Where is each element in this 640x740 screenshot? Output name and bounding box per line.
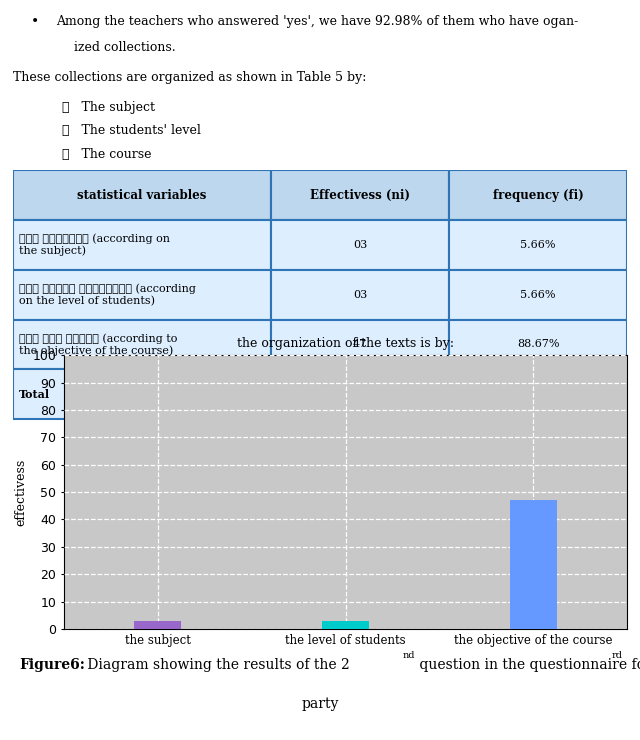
FancyBboxPatch shape [13, 270, 271, 320]
FancyBboxPatch shape [271, 369, 449, 419]
Text: 47: 47 [353, 340, 367, 349]
Title: the organization of the texts is by:: the organization of the texts is by: [237, 337, 454, 350]
FancyBboxPatch shape [449, 369, 627, 419]
Y-axis label: effectivess: effectivess [14, 459, 27, 525]
Text: 53: 53 [352, 388, 368, 400]
Text: 03: 03 [353, 289, 367, 300]
FancyBboxPatch shape [449, 270, 627, 320]
Text: nd: nd [403, 650, 415, 659]
FancyBboxPatch shape [13, 320, 271, 369]
Text: 5.66%: 5.66% [520, 240, 556, 250]
Text: Table 5:: Table 5: [197, 434, 252, 447]
Text: Total: Total [19, 388, 50, 400]
Text: frequency (fi): frequency (fi) [493, 189, 584, 201]
Text: حسب مستوى التلاميذ (according
on the level of students): حسب مستوى التلاميذ (according on the lev… [19, 283, 196, 306]
Text: Diagram showing the results of the 2: Diagram showing the results of the 2 [83, 659, 350, 672]
Text: حسب هدف الدرس (according to
the objective of the course): حسب هدف الدرس (according to the objectiv… [19, 333, 177, 356]
FancyBboxPatch shape [449, 220, 627, 270]
FancyBboxPatch shape [271, 170, 449, 220]
Text: Figure6:: Figure6: [19, 659, 85, 672]
Text: Effectivess (ni): Effectivess (ni) [310, 189, 410, 201]
Text: These collections are organized as shown in Table 5 by:: These collections are organized as shown… [13, 71, 366, 84]
FancyBboxPatch shape [271, 320, 449, 369]
Text: Response to question2 (3: Response to question2 (3 [268, 434, 432, 447]
Text: 03: 03 [353, 240, 367, 250]
Text: rd: rd [408, 423, 418, 432]
FancyBboxPatch shape [271, 270, 449, 320]
Text: Among the teachers who answered 'yes', we have 92.98% of them who have ogan-: Among the teachers who answered 'yes', w… [56, 15, 578, 28]
Text: party: party [301, 697, 339, 710]
Bar [322, 621, 369, 629]
Bar [510, 500, 557, 629]
Text: rd: rd [612, 650, 623, 659]
Bar [134, 621, 181, 629]
Text: 5.66%: 5.66% [520, 289, 556, 300]
Text: •: • [31, 15, 40, 29]
Text: part) of the questionnaire: part) of the questionnaire [415, 434, 582, 447]
FancyBboxPatch shape [449, 320, 627, 369]
FancyBboxPatch shape [449, 170, 627, 220]
FancyBboxPatch shape [271, 220, 449, 270]
Text: حسب الموضوع (according on
the subject): حسب الموضوع (according on the subject) [19, 233, 170, 256]
Text: statistical variables: statistical variables [77, 189, 207, 201]
FancyBboxPatch shape [13, 220, 271, 270]
Text: 100%: 100% [522, 388, 555, 400]
Text: ized collections.: ized collections. [74, 41, 176, 55]
FancyBboxPatch shape [13, 369, 271, 419]
FancyBboxPatch shape [13, 170, 271, 220]
Text: question in the questionnaire for its 3: question in the questionnaire for its 3 [415, 659, 640, 672]
Text: 88.67%: 88.67% [517, 340, 559, 349]
Text: ✓   The students' level: ✓ The students' level [62, 124, 201, 138]
Text: ✓   The course: ✓ The course [62, 148, 152, 161]
Text: ✓   The subject: ✓ The subject [62, 101, 155, 114]
